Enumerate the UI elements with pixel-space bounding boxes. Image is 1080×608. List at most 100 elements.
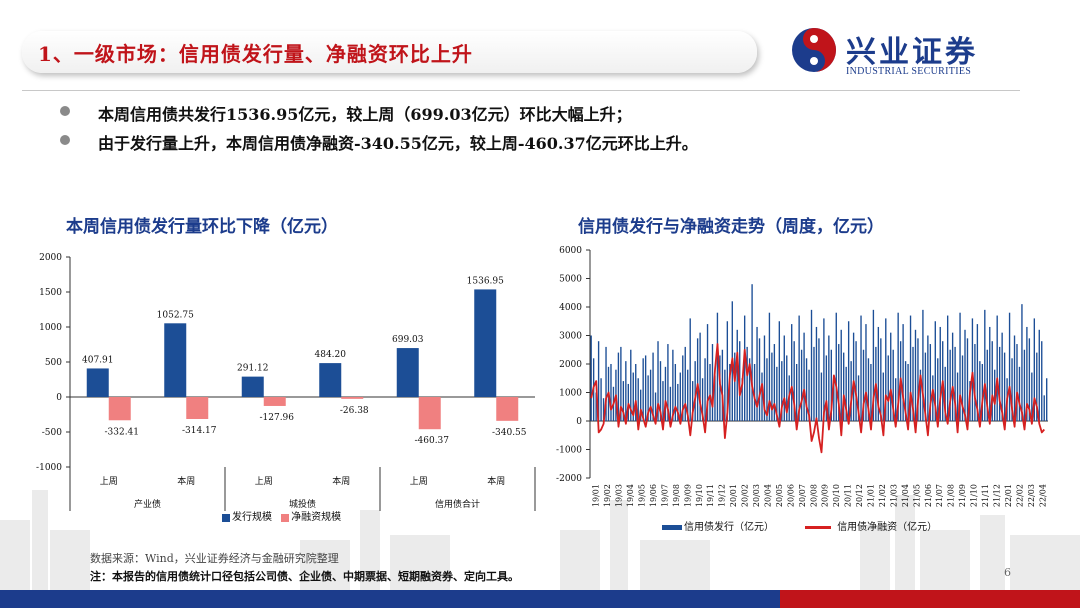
issue-bar: [721, 349, 724, 421]
x-tick-label: 22/04: [1038, 484, 1047, 507]
net-bar: [186, 397, 209, 419]
issue-bar: [971, 318, 974, 421]
issue-bar: [840, 329, 842, 421]
issue-bar: [748, 358, 751, 421]
issue-bar: [877, 326, 880, 421]
x-tick-label: 20/05: [775, 484, 784, 507]
issue-bar: [946, 315, 949, 421]
x-tick-label: 19/02: [603, 484, 612, 507]
x-tick-label: 19/06: [649, 484, 658, 507]
issue-bar: [701, 378, 704, 421]
issue-bar: [974, 344, 976, 421]
issue-bar: [825, 355, 828, 421]
issue-bar: [939, 326, 941, 421]
issue-bar: [1011, 358, 1013, 421]
issue-bar: [929, 344, 932, 421]
issue-bar: [805, 358, 808, 421]
issue-bar: [617, 352, 620, 421]
issue-bar: [625, 361, 627, 421]
net-value-label: -460.37: [414, 436, 449, 446]
issue-bar: [1018, 366, 1021, 421]
issue-bar: [815, 326, 818, 421]
issue-bar: [763, 335, 766, 421]
issue-bar: [753, 364, 756, 421]
issue-bar: [932, 375, 934, 421]
issue-bar: [652, 352, 654, 421]
issue-bar: [914, 329, 917, 421]
issue-bar: [736, 329, 738, 421]
issue-bar: [1038, 329, 1040, 421]
issue-bar: [766, 358, 768, 421]
issue-bar: [956, 372, 959, 421]
bullet-2-text: 由于发行量上升，本周信用债净融资-340.55亿元，较上周-460.37亿元环比…: [98, 134, 698, 153]
issue-bar: [783, 335, 785, 421]
y-tick-label: 5000: [559, 275, 582, 285]
issue-bar: [786, 355, 788, 421]
issue-bar: [979, 361, 981, 421]
issue-bar: [605, 346, 607, 421]
x-tick-label: 19/10: [695, 484, 704, 507]
issue-bar: [590, 335, 592, 421]
net-value-label: -314.17: [182, 426, 217, 436]
x-tick-label: 19/05: [638, 484, 647, 507]
x-tick-label: 20/07: [798, 484, 807, 507]
legend-bar-swatch: [662, 525, 682, 530]
issue-bar: [823, 318, 825, 421]
left-chart-title: 本周信用债发行量环比下降（亿元）: [66, 217, 338, 237]
issue-bar: [808, 369, 810, 421]
issue-bar: [927, 335, 929, 421]
issue-bar: [778, 321, 781, 421]
y-tick-label: -1000: [556, 446, 582, 456]
x-tick-label: 21/04: [901, 484, 910, 507]
y-tick-label: 6000: [559, 246, 582, 256]
bullet-1-text: 本周信用债共发行1536.95亿元，较上周（699.03亿元）环比大幅上升；: [98, 105, 632, 124]
issue-bar: [640, 389, 642, 421]
issue-bar: [746, 346, 748, 421]
issue-bar: [951, 332, 954, 421]
issue-bar: [632, 372, 634, 421]
y-tick-label: 1500: [39, 288, 62, 298]
issue-bar: [734, 352, 736, 421]
issue-bar: [635, 364, 637, 421]
y-tick-label: 2000: [559, 360, 582, 370]
issue-bar: [630, 349, 632, 421]
legend-line-swatch: [805, 526, 832, 529]
issue-bar: [907, 364, 909, 421]
issue-bar: [828, 335, 830, 421]
logo-name: 兴业证券: [846, 35, 978, 70]
issue-bar: [865, 324, 867, 421]
issue-bar: [709, 364, 711, 421]
issue-bar: [694, 361, 696, 421]
issue-bar: [704, 358, 706, 421]
issue-bar: [684, 346, 686, 421]
issue-bar: [904, 361, 907, 421]
y-tick-label: 1000: [559, 389, 582, 399]
x-category-label: 本周: [487, 475, 505, 487]
issue-bar: [976, 324, 979, 421]
issue-bar: [164, 323, 187, 397]
issue-bar: [706, 324, 709, 421]
issue-bar: [696, 338, 699, 421]
net-financing-line: [590, 343, 1045, 454]
issue-bar: [870, 364, 872, 421]
issue-bar: [672, 349, 674, 421]
issue-bar: [857, 375, 860, 421]
issue-bar: [850, 361, 852, 421]
issue-value-label: 407.91: [82, 355, 114, 365]
issue-bar: [1008, 312, 1011, 421]
x-tick-label: 21/07: [935, 484, 944, 507]
x-tick-label: 20/06: [786, 484, 795, 507]
y-tick-label: -500: [42, 428, 62, 438]
issue-bar: [1016, 344, 1018, 421]
issue-bar: [726, 321, 729, 421]
y-tick-label: 0: [576, 417, 582, 427]
y-tick-label: 0: [56, 393, 62, 403]
net-value-label: -340.55: [492, 428, 527, 438]
issue-bar: [912, 346, 914, 421]
x-tick-label: 20/03: [752, 484, 761, 507]
x-category-label: 本周: [332, 475, 350, 487]
x-tick-label: 20/08: [809, 484, 818, 507]
issue-bar: [602, 398, 605, 421]
x-tick-label: 19/07: [660, 484, 669, 507]
issue-bar: [761, 372, 763, 421]
